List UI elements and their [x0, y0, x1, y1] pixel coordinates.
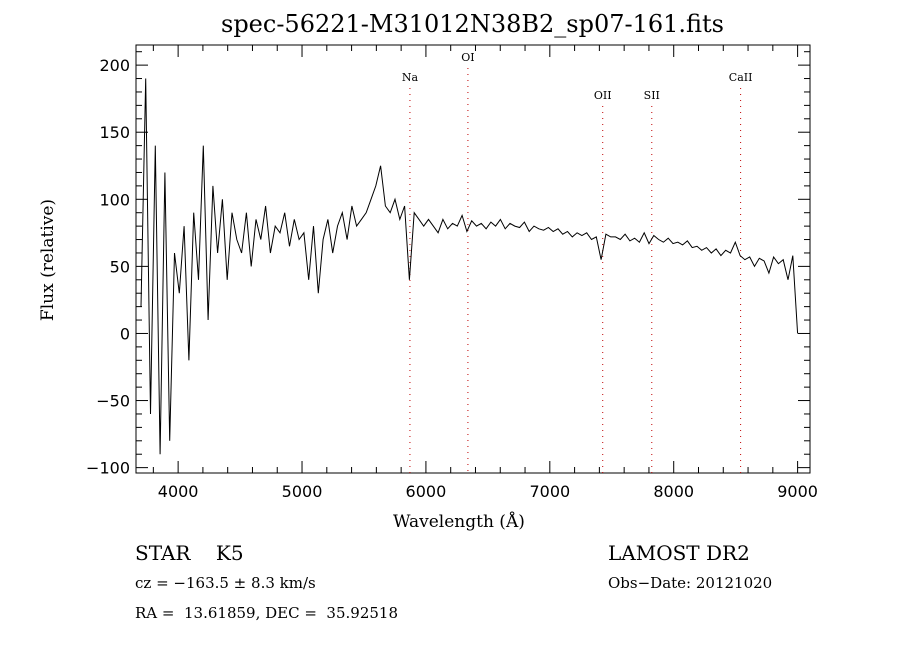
x-tick-label: 4000	[158, 482, 199, 501]
chart-title: spec-56221-M31012N38B2_sp07-161.fits	[221, 10, 724, 38]
y-tick-label: 200	[99, 56, 130, 75]
spectral-line-label: OII	[594, 89, 612, 102]
spectrum-series	[140, 78, 799, 455]
spectral-line-label: SII	[644, 89, 660, 102]
spectral-line-label: CaII	[729, 71, 753, 84]
y-tick-label: 0	[120, 324, 130, 343]
y-tick-label: −50	[96, 392, 130, 411]
x-tick-label: 8000	[653, 482, 694, 501]
y-axis-label: Flux (relative)	[38, 198, 58, 322]
plot-frame	[135, 44, 811, 474]
redshift-velocity: cz = −163.5 ± 8.3 km/s	[135, 574, 316, 592]
y-tick-label: 100	[99, 190, 130, 209]
spectral-line-label: Na	[402, 71, 419, 84]
x-tick-label: 7000	[529, 482, 570, 501]
y-tick-label: 150	[99, 123, 130, 142]
x-tick-label: 5000	[282, 482, 323, 501]
observation-date: Obs−Date: 20121020	[608, 574, 773, 592]
survey-name: LAMOST DR2	[608, 541, 750, 565]
x-tick-label: 6000	[406, 482, 447, 501]
y-tick-label: 50	[110, 257, 130, 276]
spectral-line-label: OI	[461, 51, 474, 64]
y-tick-label: −100	[86, 459, 130, 478]
coordinates: RA = 13.61859, DEC = 35.92518	[135, 604, 399, 622]
x-tick-label: 9000	[777, 482, 818, 501]
x-axis-label: Wavelength (Å)	[393, 512, 525, 532]
object-class: STAR K5	[135, 541, 244, 565]
